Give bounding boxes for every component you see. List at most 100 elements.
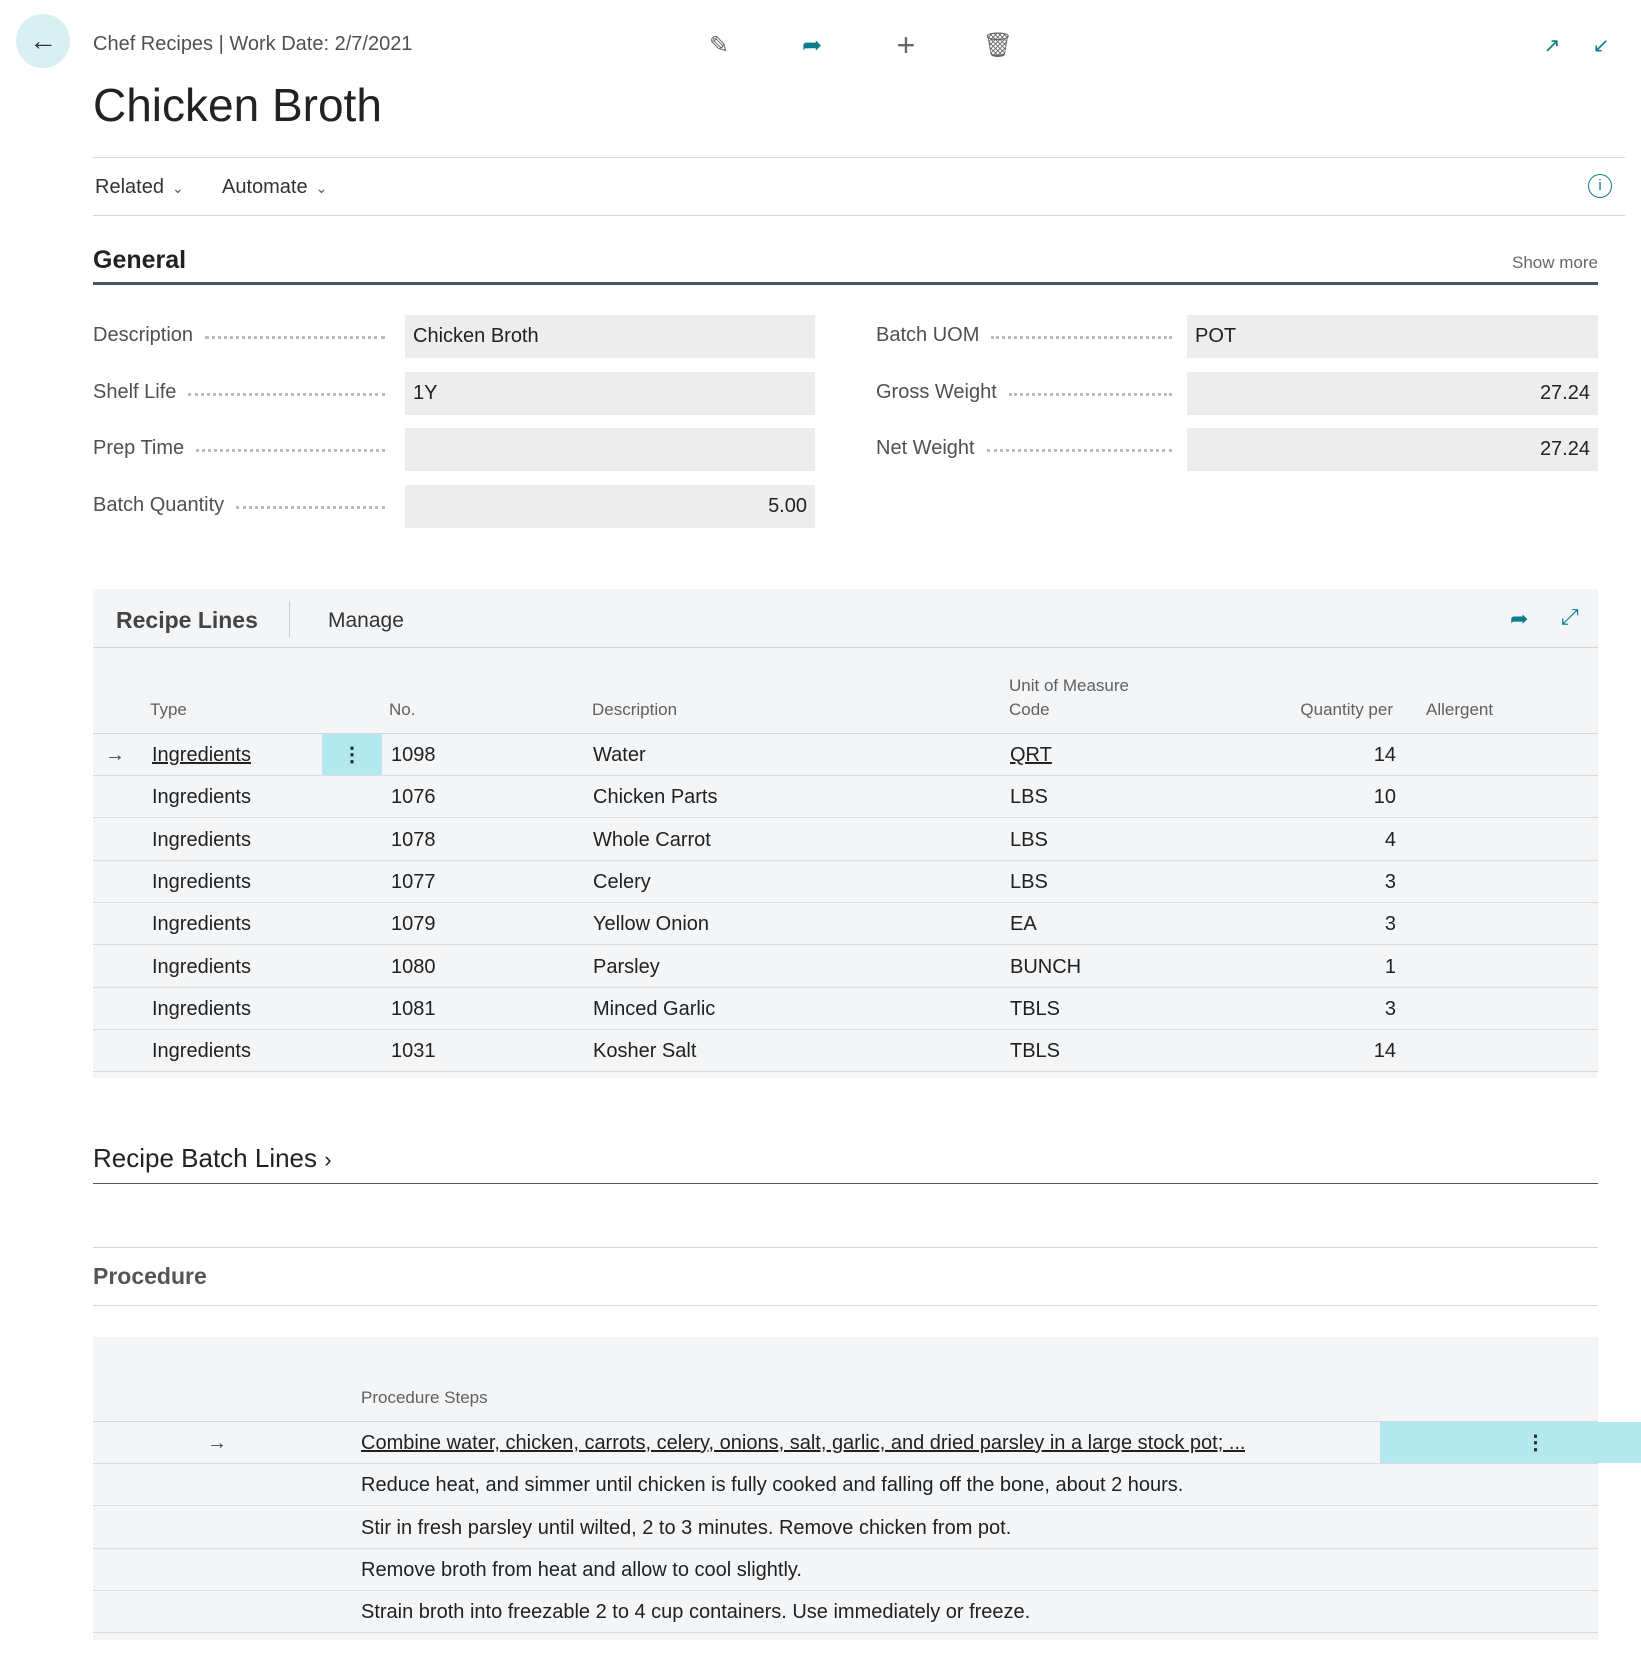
cell-description: Water (593, 744, 646, 766)
cell-type: Ingredients (152, 997, 251, 1020)
field-label: Gross Weight (876, 381, 1172, 404)
cell-description: Parsley (593, 955, 660, 978)
cell-uom: LBS (1010, 828, 1048, 851)
cell-procedure-step: Reduce heat, and simmer until chicken is… (361, 1474, 1184, 1497)
trash-icon: 🗑 (982, 31, 1014, 59)
table-row[interactable]: Ingredients 1077 Celery LBS 3 (93, 861, 1598, 903)
table-row[interactable]: Ingredients 1080 Parsley BUNCH 1 (93, 946, 1598, 988)
col-description[interactable]: Description (592, 700, 678, 719)
row-actions-button[interactable]: ⋮ (1380, 1422, 1641, 1463)
cell-description: Whole Carrot (593, 828, 711, 851)
cell-quantity-per: 4 (1384, 828, 1396, 851)
procedure-row[interactable]: Stir in fresh parsley until wilted, 2 to… (93, 1507, 1598, 1549)
recipe-batch-lines-title: Recipe Batch Lines (93, 1143, 318, 1173)
col-quantity-per[interactable]: Quantity per (1300, 700, 1393, 719)
field-label: Batch Quantity (93, 494, 385, 517)
cell-uom: LBS (1010, 786, 1048, 809)
cell-quantity-per: 14 (1373, 1040, 1396, 1063)
cell-uom: LBS (1010, 870, 1048, 893)
procedure-title: Procedure (93, 1263, 207, 1289)
col-type[interactable]: Type (150, 700, 187, 719)
cell-no: 1078 (391, 828, 436, 851)
chevron-right-icon: › (324, 1147, 332, 1172)
pencil-icon: ✎ (708, 31, 730, 59)
plus-icon: + (896, 26, 916, 63)
procedure-row[interactable]: → ⋮ Combine water, chicken, carrots, cele… (93, 1422, 1641, 1464)
cell-type: Ingredients (152, 786, 251, 809)
cell-type: Ingredients (152, 828, 251, 851)
menu-automate-label: Automate (222, 176, 308, 198)
field-input[interactable]: Chicken Broth (405, 315, 815, 358)
menu-related[interactable]: Related ⌄ (95, 176, 184, 199)
cell-quantity-per: 14 (1373, 744, 1396, 766)
info-icon[interactable]: i (1588, 174, 1612, 198)
chevron-down-icon: ⌄ (315, 180, 328, 196)
row-arrow-icon: → (207, 1432, 227, 1454)
cell-procedure-step: Strain broth into freezable 2 to 4 cup c… (361, 1601, 1031, 1624)
row-actions-button[interactable]: ⋮ (322, 734, 382, 775)
field-input[interactable]: 27.24 (1187, 428, 1598, 471)
field-input[interactable]: 27.24 (1187, 372, 1598, 415)
field-input[interactable]: POT (1187, 315, 1598, 358)
back-button[interactable]: ← (16, 14, 70, 68)
cell-no: 1081 (391, 997, 436, 1020)
table-row[interactable]: Ingredients 1078 Whole Carrot LBS 4 (93, 819, 1598, 861)
cell-uom: TBLS (1010, 1040, 1061, 1063)
share-icon[interactable]: ➦ (1510, 606, 1529, 631)
cell-description: Minced Garlic (593, 997, 716, 1020)
manage-tab[interactable]: Manage (328, 609, 404, 632)
cell-procedure-step: Stir in fresh parsley until wilted, 2 to… (361, 1516, 1012, 1539)
expand-icon[interactable]: ⤢ (1561, 604, 1579, 629)
field-label: Batch UOM (876, 324, 1172, 347)
field-label: Net Weight (876, 437, 1172, 460)
field-input[interactable]: 1Y (405, 372, 815, 415)
chevron-down-icon: ⌄ (171, 180, 184, 196)
table-row[interactable]: Ingredients 1076 Chicken Parts LBS 10 (93, 776, 1598, 819)
open-new-window-button[interactable]: ↗ (1535, 28, 1569, 62)
new-button[interactable]: + (889, 26, 923, 63)
cell-procedure-step[interactable]: Combine water, chicken, carrots, celery,… (361, 1432, 1246, 1454)
open-in-new-icon: ↗ (1543, 34, 1561, 57)
table-row[interactable]: Ingredients 1031 Kosher Salt TBLS 14 (93, 1030, 1598, 1073)
table-row[interactable]: Ingredients 1081 Minced Garlic TBLS 3 (93, 988, 1598, 1030)
col-procedure-steps[interactable]: Procedure Steps (361, 1388, 488, 1407)
cell-quantity-per: 3 (1384, 913, 1396, 936)
menu-automate[interactable]: Automate ⌄ (222, 176, 327, 199)
cell-no: 1098 (391, 744, 436, 766)
cell-quantity-per: 3 (1384, 997, 1396, 1020)
cell-no: 1076 (391, 786, 436, 809)
cell-procedure-step: Remove broth from heat and allow to cool… (361, 1558, 802, 1581)
show-more-link[interactable]: Show more (1512, 253, 1598, 272)
recipe-lines-title: Recipe Lines (116, 607, 258, 633)
cell-type[interactable]: Ingredients (152, 744, 251, 766)
page-title: Chicken Broth (93, 79, 382, 131)
procedure-row[interactable]: Remove broth from heat and allow to cool… (93, 1549, 1598, 1591)
collapse-button[interactable]: ↙ (1584, 28, 1618, 62)
col-uom[interactable]: Unit of Measure Code (1009, 676, 1129, 719)
col-allergent[interactable]: Allergent (1426, 700, 1494, 719)
cell-quantity-per: 1 (1384, 955, 1396, 978)
cell-description: Kosher Salt (593, 1040, 697, 1063)
recipe-batch-lines-link[interactable]: Recipe Batch Lines › (93, 1143, 332, 1174)
procedure-row[interactable]: Reduce heat, and simmer until chicken is… (93, 1464, 1598, 1507)
table-row[interactable]: Ingredients 1079 Yellow Onion EA 3 (93, 903, 1598, 946)
cell-no: 1079 (391, 913, 436, 936)
recipe-lines-panel (93, 589, 1598, 1078)
field-label: Description (93, 324, 385, 347)
edit-button[interactable]: ✎ (702, 28, 736, 62)
cell-type: Ingredients (152, 870, 251, 893)
field-label: Shelf Life (93, 381, 385, 404)
field-input[interactable]: 5.00 (405, 485, 815, 528)
cell-no: 1031 (391, 1040, 436, 1063)
cell-uom: TBLS (1010, 997, 1061, 1020)
cell-quantity-per: 10 (1373, 786, 1396, 809)
share-button[interactable]: ➦ (795, 28, 829, 62)
delete-button[interactable]: 🗑 (981, 28, 1015, 62)
cell-uom: BUNCH (1010, 955, 1082, 978)
cell-description: Chicken Parts (593, 786, 718, 809)
row-arrow-icon: → (105, 744, 125, 766)
procedure-row[interactable]: Strain broth into freezable 2 to 4 cup c… (93, 1591, 1598, 1634)
table-row[interactable]: → ⋮ Ingredients 1098 Water QRT 14 (93, 734, 1598, 776)
col-no[interactable]: No. (389, 700, 416, 719)
field-input[interactable] (405, 428, 815, 471)
